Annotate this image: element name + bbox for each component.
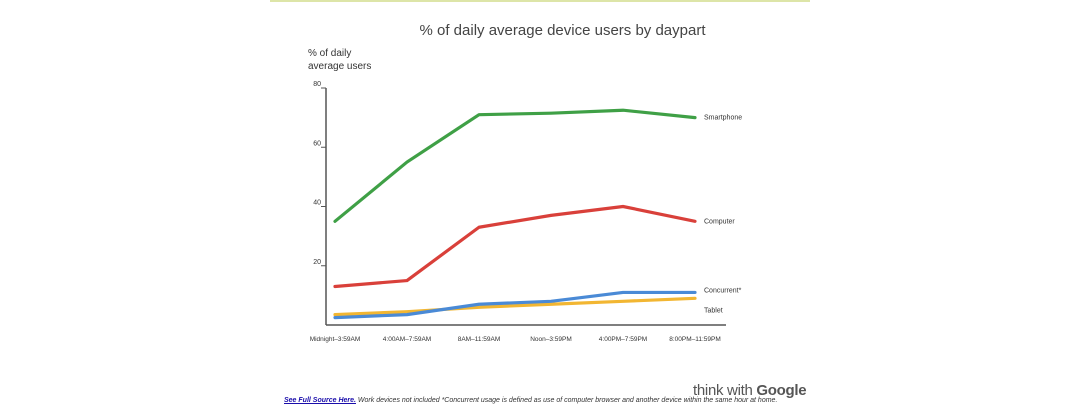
series-label-smartphone: Smartphone: [704, 115, 742, 122]
series-line-smartphone: [333, 108, 697, 223]
y-axis-label-line-2: average users: [308, 61, 372, 72]
x-tick-label-4: 4:00PM–7:59PM: [599, 336, 647, 343]
x-tick-label-3: Noon–3:59PM: [530, 336, 572, 343]
think-with-google-logo: think with Google: [693, 382, 807, 399]
line-chart: 20 40 60 80 Midnight–3:59AM 4:00AM–7:59AM 8AM–…: [310, 81, 743, 343]
y-tick-label-60: 60: [313, 140, 321, 147]
full-source-link[interactable]: See Full Source Here.: [284, 397, 356, 404]
y-tick-label-20: 20: [313, 259, 321, 266]
x-tick-label-5: 8:00PM–11:59PM: [669, 336, 721, 343]
brand-text-think-with: think with: [693, 382, 757, 399]
top-rule: [270, 0, 810, 2]
brand-text-google: Google: [756, 382, 807, 399]
y-tick-label-40: 40: [313, 200, 321, 207]
x-tick-label-0: Midnight–3:59AM: [310, 336, 361, 343]
chart-title: % of daily average device users by daypa…: [419, 22, 706, 39]
y-tick-label-80: 80: [313, 81, 321, 88]
series-label-computer: Computer: [704, 218, 735, 225]
y-axis-label: % of daily average users: [308, 47, 388, 73]
y-axis-label-line-1: % of daily: [308, 48, 352, 59]
footer-note: See Full Source Here. Work devices not i…: [284, 397, 777, 404]
series-label-tablet: Tablet: [704, 307, 723, 314]
x-tick-label-2: 8AM–11:59AM: [458, 336, 501, 343]
series-line-concurrent: [333, 290, 697, 320]
series-label-concurrent: Concurrent*: [704, 287, 742, 294]
footer-text: Work devices not included *Concurrent us…: [355, 397, 778, 404]
series-line-computer: [333, 204, 697, 289]
x-tick-label-1: 4:00AM–7:59AM: [383, 336, 431, 343]
chart-card: % of daily average device users by daypa…: [270, 0, 810, 413]
series-line-tablet: [333, 296, 697, 317]
